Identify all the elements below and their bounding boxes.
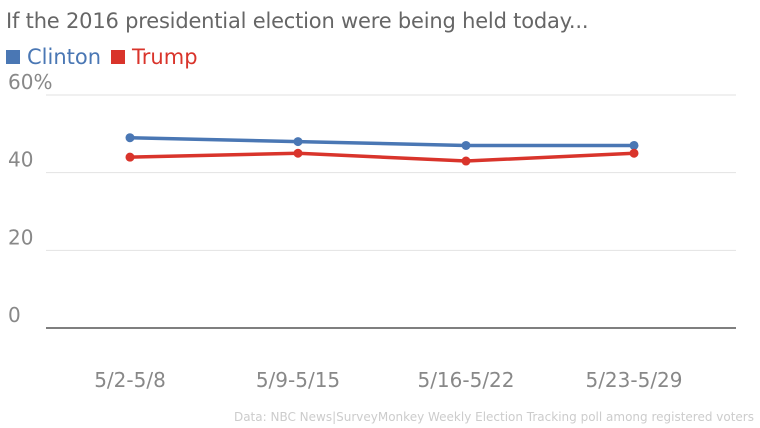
y-tick-label-60: 60% [8, 70, 52, 94]
x-tick-label-1: 5/9-5/15 [256, 368, 340, 392]
legend-label-clinton: Clinton [27, 45, 102, 69]
data-point-clinton-1 [293, 137, 303, 147]
legend-swatch-trump [111, 50, 126, 64]
data-point-trump-0 [125, 152, 135, 162]
legend-label-trump: Trump [132, 45, 198, 69]
x-tick-label-2: 5/16-5/22 [417, 368, 514, 392]
y-tick-label-40: 40 [8, 148, 33, 172]
y-tick-label-20: 20 [8, 225, 33, 249]
y-tick-label-0: 0 [8, 303, 21, 327]
legend-swatch-clinton [6, 50, 20, 64]
data-point-clinton-3 [629, 140, 639, 150]
data-point-clinton-2 [461, 140, 471, 150]
series-line-clinton [129, 135, 634, 148]
legend: Clinton Trump [6, 45, 208, 69]
x-tick-label-3: 5/23-5/29 [585, 368, 682, 392]
data-point-clinton-0 [125, 133, 135, 143]
source-note: Data: NBC News|SurveyMonkey Weekly Elect… [233, 410, 754, 424]
grid-layer [46, 94, 736, 329]
data-point-trump-3 [629, 148, 639, 158]
label-layer: 0 20 40 60% 5/2-5/8 5/9-5/15 5/16-5/22 5/23-5/2… [8, 70, 683, 392]
legend-item-trump: Trump [111, 45, 198, 69]
data-point-trump-2 [461, 156, 471, 166]
series-line-trump [129, 151, 635, 163]
data-point-trump-1 [293, 148, 303, 158]
series-layer [125, 133, 639, 166]
chart-title: If the 2016 presidential election were b… [6, 9, 589, 33]
legend-item-clinton: Clinton [6, 45, 101, 69]
x-tick-label-0: 5/2-5/8 [94, 368, 166, 392]
